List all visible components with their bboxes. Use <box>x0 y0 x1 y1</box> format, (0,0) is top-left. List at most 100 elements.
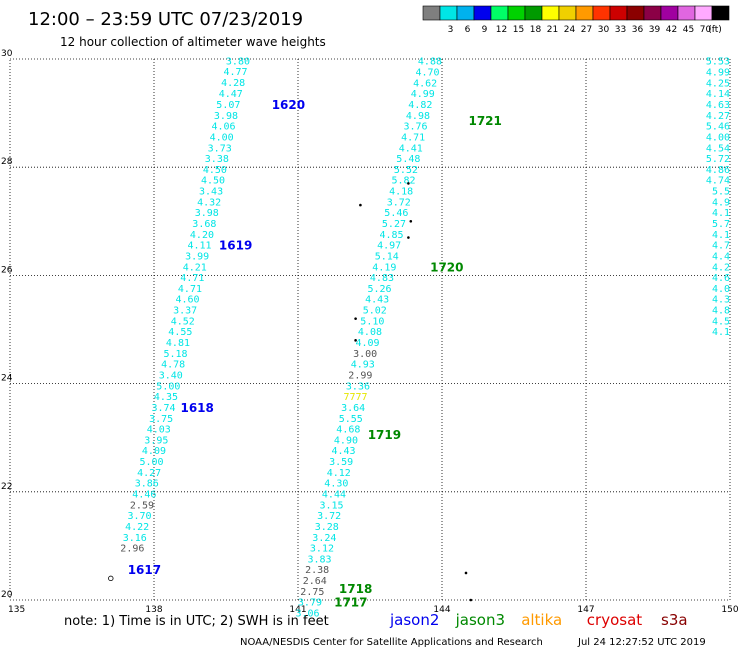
legend-jason3: jason3 <box>455 611 505 629</box>
wave-height-value: 5.02 <box>363 306 387 317</box>
wave-height-value: 5.07 <box>216 100 240 111</box>
wave-height-value: 4.88 <box>418 57 442 68</box>
wave-height-value: 3.40 <box>159 370 183 381</box>
color-bin-label: 33 <box>615 25 626 35</box>
wave-height-value: 5.14 <box>375 251 399 262</box>
map-subtitle: 12 hour collection of altimeter wave hei… <box>60 35 326 49</box>
wave-height-value: 4.7 <box>712 241 730 252</box>
wave-height-value: 5.00 <box>140 457 164 468</box>
wave-height-value: 4.99 <box>411 89 435 100</box>
wave-height-value: 4.77 <box>224 67 248 78</box>
wave-height-value: 5.53 <box>706 57 730 68</box>
wave-height-value: 5.55 <box>339 414 363 425</box>
legend-jason2: jason2 <box>389 611 439 629</box>
color-bin-label: 27 <box>581 25 592 35</box>
wave-height-value: 4.27 <box>137 468 161 479</box>
wave-height-value: 3.95 <box>144 435 168 446</box>
pass-number-label: 1717 <box>334 596 367 610</box>
wave-height-value: 7777 <box>344 392 368 403</box>
satellite-legend: jason2 jason3 altika cryosat s3a <box>389 611 688 629</box>
ground-track: 3.804.774.284.475.073.984.064.003.733.38… <box>120 57 250 555</box>
wave-height-value: 4.99 <box>706 68 730 79</box>
lon-tick-label: 147 <box>577 605 594 615</box>
island-marker <box>108 575 114 582</box>
wave-height-value: 5.72 <box>706 154 730 165</box>
wave-height-value: 5.10 <box>360 316 384 327</box>
wave-height-value: 3.06 <box>296 609 320 620</box>
wave-height-value: 5.48 <box>396 154 420 165</box>
wave-height-value: 4.54 <box>706 143 730 154</box>
color-swatch <box>575 5 594 21</box>
pass-number-label: 1718 <box>339 582 372 596</box>
color-swatch <box>524 5 543 21</box>
wave-height-value: 3.73 <box>208 143 232 154</box>
wave-height-value: 2.75 <box>300 587 324 598</box>
wave-height-value: 4.43 <box>332 446 356 457</box>
wave-height-value: 4.41 <box>399 143 423 154</box>
wave-height-value: 5.46 <box>706 122 730 133</box>
wave-height-value: 4.1 <box>712 230 730 241</box>
wave-height-value: 4.50 <box>201 176 225 187</box>
plot-frame <box>9 58 731 601</box>
wave-height-value: 3.83 <box>308 554 332 565</box>
wave-height-value: 4.81 <box>166 338 190 349</box>
island-marker <box>407 236 410 239</box>
color-swatch <box>541 5 560 21</box>
map-title: 12:00 – 23:59 UTC 07/23/2019 <box>28 9 303 30</box>
wave-height-value: 4.63 <box>706 100 730 111</box>
wave-height-value: 3.76 <box>404 122 428 133</box>
wave-height-value: 3.99 <box>185 251 209 262</box>
color-swatch <box>677 5 696 21</box>
island-marker <box>409 220 413 223</box>
wave-height-value: 4.44 <box>322 490 346 501</box>
wave-height-value: 2.38 <box>305 565 329 576</box>
wave-height-value: 4.50 <box>203 165 227 176</box>
wave-height-value: 4.20 <box>190 230 214 241</box>
wave-height-value: 3.79 <box>298 598 322 609</box>
pass-number-label: 1619 <box>219 239 252 253</box>
color-bin-label: 36 <box>632 25 644 35</box>
wave-height-value: 3.75 <box>149 414 173 425</box>
lat-tick-label: 24 <box>1 374 13 384</box>
wave-height-value: 4.06 <box>212 122 236 133</box>
color-unit-label: (ft) <box>708 25 722 35</box>
lat-tick-label: 28 <box>1 157 13 167</box>
color-scale-bar: 3 6 9 12 15 18 21 24 27 30 33 36 39 42 45 70(ft) <box>422 5 730 35</box>
color-bin-label: 15 <box>513 25 524 35</box>
island-marker <box>407 182 410 185</box>
wave-height-value: 4.18 <box>389 187 413 198</box>
wave-height-value: 4.74 <box>706 176 730 187</box>
color-bin-label: 30 <box>598 25 610 35</box>
color-bin-label: 24 <box>564 25 576 35</box>
lat-tick-label: 30 <box>1 49 13 59</box>
wave-height-value: 4.43 <box>365 295 389 306</box>
color-swatch <box>711 5 730 21</box>
lat-tick-label: 26 <box>1 265 13 275</box>
wave-height-value: 2.99 <box>348 370 372 381</box>
wave-height-value: 4.30 <box>324 479 348 490</box>
wave-height-value: 4.32 <box>197 197 221 208</box>
wave-height-value: 4.11 <box>188 241 212 252</box>
wave-height-value: 4.86 <box>706 165 730 176</box>
wave-height-value: 4.78 <box>161 360 185 371</box>
island-marker <box>469 598 473 602</box>
satellite-tracks: 3.804.774.284.475.073.984.064.003.733.38… <box>120 57 730 620</box>
wave-height-value: 4.83 <box>370 273 394 284</box>
legend-altika: altika <box>521 611 562 629</box>
wave-height-value: 3.72 <box>387 197 411 208</box>
wave-height-value: 4.90 <box>334 435 358 446</box>
ground-track: 4.884.704.624.994.824.983.764.714.415.48… <box>296 57 442 620</box>
color-bin-label: 45 <box>683 25 694 35</box>
wave-height-value: 4.6 <box>712 273 730 284</box>
wave-height-value: 4.25 <box>706 78 730 89</box>
wave-height-value: 5.46 <box>384 208 408 219</box>
lat-tick-label: 20 <box>1 590 13 600</box>
footer-note: note: 1) Time is in UTC; 2) SWH is in fe… <box>64 614 329 629</box>
wave-height-value: 5.27 <box>382 219 406 230</box>
wave-height-value: 3.70 <box>128 511 152 522</box>
lon-tick-label: 135 <box>8 605 25 615</box>
pass-number-label: 1721 <box>468 114 501 128</box>
wave-height-value: 2.96 <box>120 544 144 555</box>
wave-height-value: 5.00 <box>156 381 180 392</box>
wave-height-value: 4.14 <box>706 89 730 100</box>
